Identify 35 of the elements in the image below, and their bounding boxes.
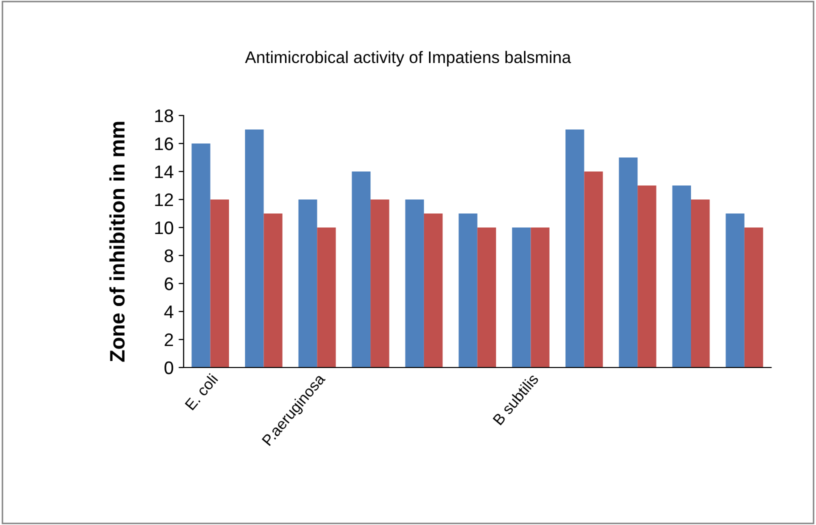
bar	[638, 186, 656, 368]
y-tick-label: 8	[164, 249, 174, 262]
y-axis-title: Zone of inhibition in mm	[109, 122, 125, 362]
bar	[405, 200, 424, 368]
y-tick-label: 2	[164, 333, 173, 346]
y-tick-label: 18	[155, 109, 174, 122]
bar	[512, 228, 531, 368]
bar	[565, 130, 584, 368]
y-tick-label: 0	[164, 361, 174, 374]
bar	[530, 228, 550, 368]
bar	[317, 228, 336, 368]
chart-title: Antimicrobical activity of Impatiens balsmina	[245, 50, 572, 66]
y-tick-label: 14	[155, 166, 174, 178]
bar	[618, 158, 638, 368]
bar	[726, 214, 744, 368]
bar	[458, 214, 478, 368]
bar	[298, 200, 318, 368]
bar	[584, 172, 603, 368]
bar	[352, 172, 371, 368]
bar	[424, 214, 443, 368]
y-tick-label: 6	[164, 277, 174, 290]
y-tick-label: 16	[155, 137, 174, 150]
bar	[210, 200, 229, 368]
bar	[477, 228, 496, 368]
bar	[744, 228, 764, 368]
bar	[245, 130, 264, 368]
x-tick-label: E. coli	[184, 373, 218, 410]
bar	[192, 144, 210, 368]
y-tick-label: 10	[155, 221, 174, 234]
bar	[370, 200, 390, 368]
bar	[672, 186, 692, 368]
y-tick-label: 12	[155, 193, 173, 206]
bar	[264, 214, 282, 368]
bar	[691, 200, 710, 368]
y-tick-label: 4	[164, 306, 174, 318]
